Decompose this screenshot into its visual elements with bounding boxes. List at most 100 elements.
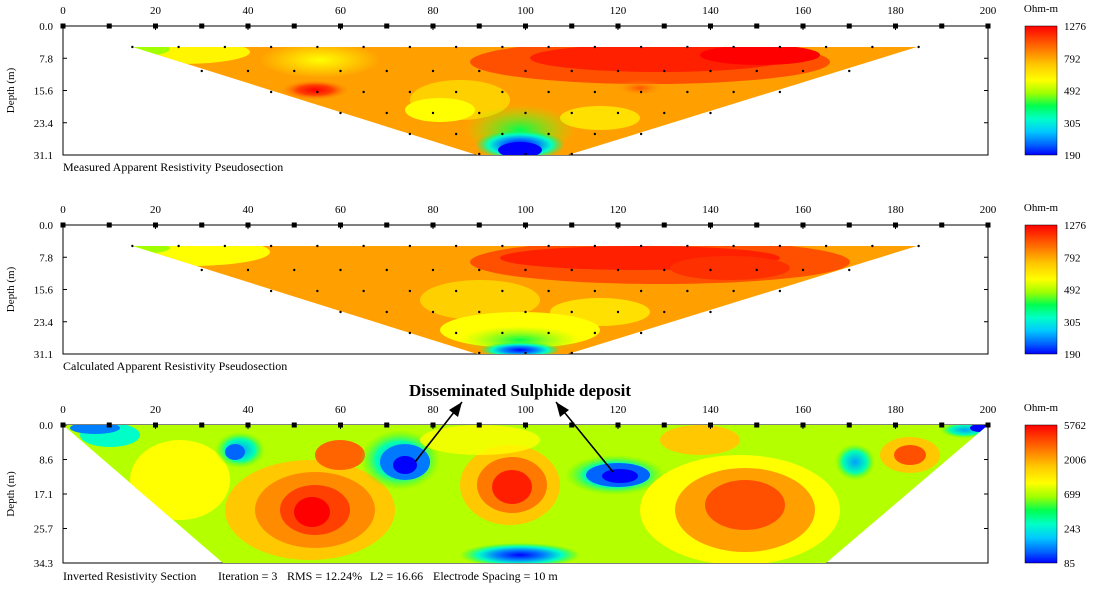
data-point — [454, 289, 458, 293]
x-tick-label: 40 — [243, 5, 255, 17]
data-point — [524, 351, 527, 355]
inversion-info: Electrode Spacing = 10 m — [433, 569, 558, 583]
measurement-dots — [131, 45, 920, 156]
data-point — [663, 111, 666, 115]
electrode-marker — [199, 222, 205, 228]
data-point — [639, 331, 643, 335]
electrode-marker — [430, 23, 436, 29]
x-tick-label: 160 — [795, 204, 812, 216]
data-point — [454, 331, 458, 335]
depth-tick-label: 8.6 — [39, 455, 53, 467]
panel-inverted — [62, 424, 989, 564]
data-point — [547, 289, 550, 293]
electrode-marker — [106, 222, 112, 228]
electrode-marker — [893, 23, 898, 29]
data-point — [316, 90, 319, 94]
electrode-marker — [523, 422, 528, 428]
electrode-marker — [476, 422, 482, 428]
electrode-marker — [939, 222, 945, 228]
data-point — [408, 244, 412, 248]
electrode-markers — [60, 23, 991, 29]
data-point — [501, 244, 504, 248]
data-point — [593, 132, 597, 136]
x-tick-label: 120 — [610, 204, 627, 216]
data-point — [732, 289, 735, 293]
electrode-marker — [846, 222, 852, 228]
electrode-marker — [245, 422, 251, 428]
x-tick-label: 20 — [150, 404, 162, 416]
electrode-marker — [846, 23, 852, 29]
data-point — [871, 45, 874, 49]
electrode-marker — [800, 222, 806, 228]
data-point — [524, 268, 527, 272]
electrode-markers — [60, 422, 991, 428]
data-point — [269, 289, 273, 293]
electrode-marker — [60, 222, 66, 228]
x-tick-label: 140 — [702, 5, 719, 17]
depth-tick-label: 25.7 — [34, 524, 54, 536]
electrode-marker — [476, 222, 482, 228]
data-point — [616, 111, 620, 115]
data-point — [316, 244, 319, 248]
electrode-marker — [153, 222, 158, 228]
depth-tick-label: 0.0 — [39, 420, 53, 432]
colorbar-label: 492 — [1064, 86, 1081, 98]
data-point — [639, 90, 643, 94]
data-point — [801, 69, 805, 73]
data-point — [362, 244, 365, 248]
x-tick-label: 180 — [887, 404, 904, 416]
annotation-label: Disseminated Sulphide deposit — [409, 381, 631, 400]
data-point — [478, 69, 481, 73]
data-point — [478, 268, 481, 272]
data-point — [547, 244, 550, 248]
inversion-info: RMS = 12.24% — [287, 569, 362, 583]
electrode-marker — [708, 23, 713, 29]
data-point — [547, 132, 550, 136]
section-caption: Inverted Resistivity Section — [63, 569, 196, 583]
colorbar-label: 243 — [1064, 524, 1081, 536]
data-point — [663, 268, 666, 272]
electrode-marker — [893, 222, 898, 228]
data-point — [593, 90, 597, 94]
x-tick-label: 0 — [60, 5, 66, 17]
data-point — [686, 45, 689, 49]
data-point — [454, 90, 458, 94]
electrode-marker — [661, 222, 667, 228]
data-point — [570, 152, 573, 156]
data-point — [431, 310, 435, 314]
data-point — [246, 268, 250, 272]
data-point — [778, 45, 782, 49]
data-point — [200, 268, 203, 272]
data-point — [639, 132, 643, 136]
depth-tick-label: 23.4 — [34, 317, 54, 329]
inverted-section-fill — [63, 425, 988, 563]
x-tick-label: 200 — [980, 5, 997, 17]
data-point — [454, 244, 458, 248]
colorbar-label: 305 — [1064, 317, 1081, 329]
data-point — [454, 45, 458, 49]
data-point — [408, 90, 412, 94]
electrode-marker — [569, 222, 575, 228]
electrode-marker — [106, 422, 112, 428]
data-point — [848, 69, 851, 73]
data-point — [269, 45, 273, 49]
panel-calculated — [62, 224, 989, 355]
x-tick-label: 100 — [517, 404, 534, 416]
depth-tick-label: 31.1 — [34, 349, 53, 361]
inversion-info: Iteration = 3 — [218, 569, 277, 583]
electrode-marker — [800, 23, 806, 29]
data-point — [501, 331, 504, 335]
electrode-marker — [291, 422, 297, 428]
inversion-info: L2 = 16.66 — [370, 569, 423, 583]
electrode-marker — [846, 422, 852, 428]
x-tick-label: 140 — [702, 204, 719, 216]
depth-tick-label: 15.6 — [34, 285, 54, 297]
data-point — [639, 244, 643, 248]
x-tick-label: 200 — [980, 404, 997, 416]
colorbar-labels: Ohm-m 5762 2006 699 243 85 — [1024, 402, 1087, 570]
data-point — [408, 331, 412, 335]
electrode-marker — [661, 23, 667, 29]
colorbar-labels: Ohm-m 1276 792 492 305 190 — [1024, 202, 1087, 361]
data-point — [478, 111, 481, 115]
colorbar-label: 1276 — [1064, 220, 1087, 232]
